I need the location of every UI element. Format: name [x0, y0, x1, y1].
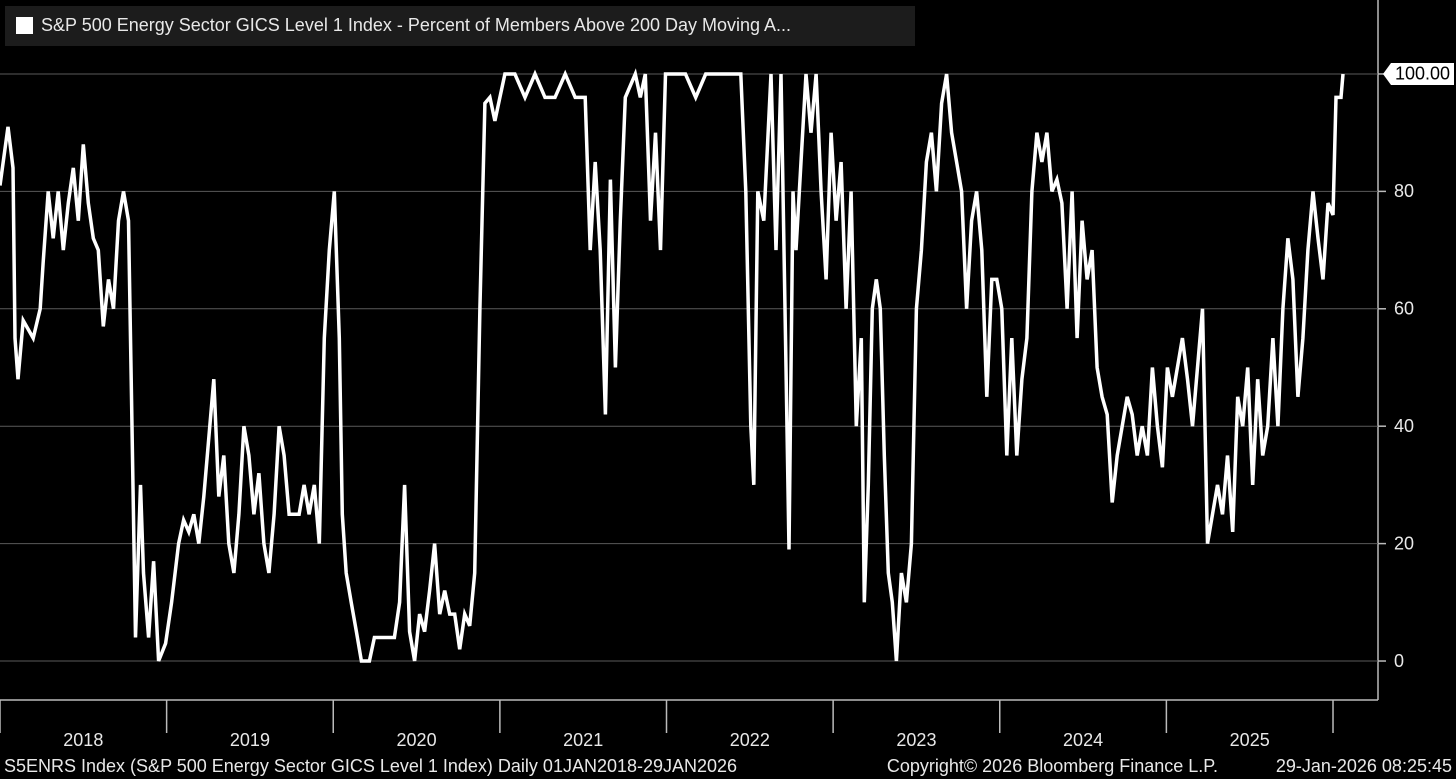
y-tick-label: 80 — [1394, 181, 1414, 201]
y-tick-label: 40 — [1394, 416, 1414, 436]
series-line — [0, 68, 1345, 663]
axes: 0 20 40 60 80 100.00 2018 2019 2020 2021 2022 2023 2… — [0, 62, 1454, 750]
x-tick-label: 2018 — [63, 730, 103, 750]
last-value-box — [1383, 62, 1454, 85]
x-tick-label: 2022 — [730, 730, 770, 750]
chart-title: S&P 500 Energy Sector GICS Level 1 Index… — [41, 15, 791, 35]
y-tick-label: 60 — [1394, 299, 1414, 319]
x-tick-label: 2021 — [563, 730, 603, 750]
legend-box — [5, 6, 915, 46]
x-tick-label: 2024 — [1063, 730, 1103, 750]
timestamp: 29-Jan-2026 08:25:45 — [1276, 756, 1452, 776]
x-tick-label: 2025 — [1230, 730, 1270, 750]
x-tick-label: 2023 — [896, 730, 936, 750]
y-tick-label: 0 — [1394, 651, 1404, 671]
x-tick-label: 2020 — [397, 730, 437, 750]
legend-swatch — [16, 17, 33, 34]
y-tick-label: 100.00 — [1395, 64, 1450, 84]
plot — [0, 68, 1345, 663]
x-tick-label: 2019 — [230, 730, 270, 750]
footer: S5ENRS Index (S&P 500 Energy Sector GICS… — [4, 756, 737, 776]
y-tick-label: 20 — [1394, 533, 1414, 553]
copyright: Copyright© 2026 Bloomberg Finance L.P. — [887, 756, 1218, 776]
